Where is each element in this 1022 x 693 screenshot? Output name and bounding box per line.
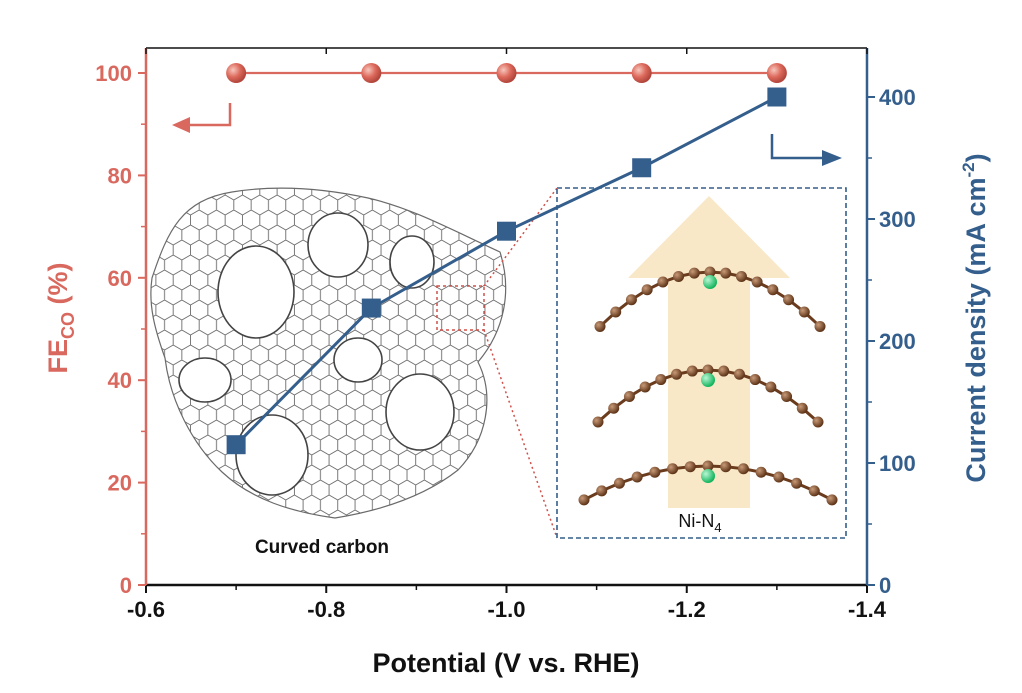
carbon-atom	[623, 391, 635, 403]
carbon-atom	[594, 320, 606, 332]
x-tick-label: -0.8	[307, 597, 345, 622]
carbon-atom	[639, 381, 651, 393]
carbon-atom	[673, 270, 685, 282]
carbon-atom	[608, 402, 620, 414]
left-tick-label: 80	[108, 163, 132, 188]
right-axis-arrow	[770, 134, 842, 166]
left-axis-title: FECO (%)	[43, 262, 78, 373]
carbon-atom	[649, 466, 661, 478]
carbon-atom	[720, 267, 732, 279]
carbon-atom	[641, 284, 653, 296]
carbon-atom	[610, 306, 622, 318]
right-tick-label: 200	[879, 329, 916, 354]
left-tick-label: 0	[120, 573, 132, 598]
carbon-atom	[720, 461, 732, 473]
carbon-atom	[688, 267, 700, 279]
right-tick-label: 400	[879, 85, 916, 110]
up-arrow-illustration	[628, 196, 790, 508]
carbon-atom	[735, 270, 747, 282]
zoom-indicator	[436, 187, 558, 539]
right-tick-label: 100	[879, 451, 916, 476]
current-density-point	[226, 435, 246, 455]
current-density-point	[767, 87, 787, 107]
carbon-atom	[737, 463, 749, 475]
carbon-atom	[671, 368, 683, 380]
carbon-atom	[631, 471, 643, 483]
right-axis-title: Current density (mA cm-2)	[959, 153, 991, 482]
carbon-atom	[686, 365, 698, 377]
fe-co-point	[496, 63, 517, 83]
carbon-atom	[733, 368, 745, 380]
carbon-atom	[702, 460, 714, 472]
carbon-atom	[751, 276, 763, 288]
carbon-atom	[755, 466, 767, 478]
carbon-atom	[765, 381, 777, 393]
carbon-atom	[826, 494, 838, 506]
current-density-point	[497, 221, 516, 241]
fe-co-point	[226, 63, 247, 83]
current-density-point	[361, 298, 381, 318]
carbon-atom	[702, 364, 714, 376]
carbon-atom	[808, 485, 820, 497]
current-density-point	[632, 158, 652, 178]
carbon-atom	[578, 494, 590, 506]
carbon-atom	[592, 416, 604, 428]
carbon-atom	[796, 402, 808, 414]
carbon-atom	[791, 477, 803, 489]
ni-n4-label: Ni-N4	[678, 511, 721, 535]
carbon-atom	[812, 416, 824, 428]
ni-n4-inset: Ni-N4	[556, 187, 847, 539]
right-tick-label: 300	[879, 207, 916, 232]
nickel-atom	[703, 275, 717, 289]
x-tick-label: -1.2	[668, 597, 706, 622]
left-tick-label: 100	[95, 61, 132, 86]
fe-co-point	[766, 63, 787, 83]
nickel-atom	[701, 469, 715, 483]
carbon-atom	[655, 374, 667, 386]
carbon-atom	[798, 306, 810, 318]
fe-co-point	[631, 63, 652, 83]
carbon-atom	[814, 320, 826, 332]
carbon-atom	[667, 463, 679, 475]
left-tick-label: 60	[108, 266, 132, 291]
carbon-atom	[625, 294, 637, 306]
fe-co-point	[361, 63, 382, 83]
left-tick-label: 20	[108, 471, 132, 496]
carbon-atom	[767, 284, 779, 296]
carbon-atom	[781, 391, 793, 403]
carbon-atom	[773, 471, 785, 483]
x-tick-label: -0.6	[127, 597, 165, 622]
carbon-atom	[613, 477, 625, 489]
left-tick-label: 40	[108, 368, 132, 393]
x-tick-label: -1.4	[848, 597, 887, 622]
carbon-atom	[704, 266, 716, 278]
left-axis-arrow	[172, 103, 232, 133]
carbon-atom	[684, 461, 696, 473]
x-tick-label: -1.0	[488, 597, 526, 622]
carbon-atom	[718, 365, 730, 377]
carbon-atom	[749, 374, 761, 386]
carbon-atom	[596, 485, 608, 497]
right-tick-label: 0	[879, 573, 891, 598]
carbon-atom	[783, 294, 795, 306]
carbon-atom	[657, 276, 669, 288]
x-axis-title: Potential (V vs. RHE)	[372, 648, 639, 678]
curved-carbon-label: Curved carbon	[255, 537, 389, 558]
nickel-atom	[701, 373, 715, 387]
